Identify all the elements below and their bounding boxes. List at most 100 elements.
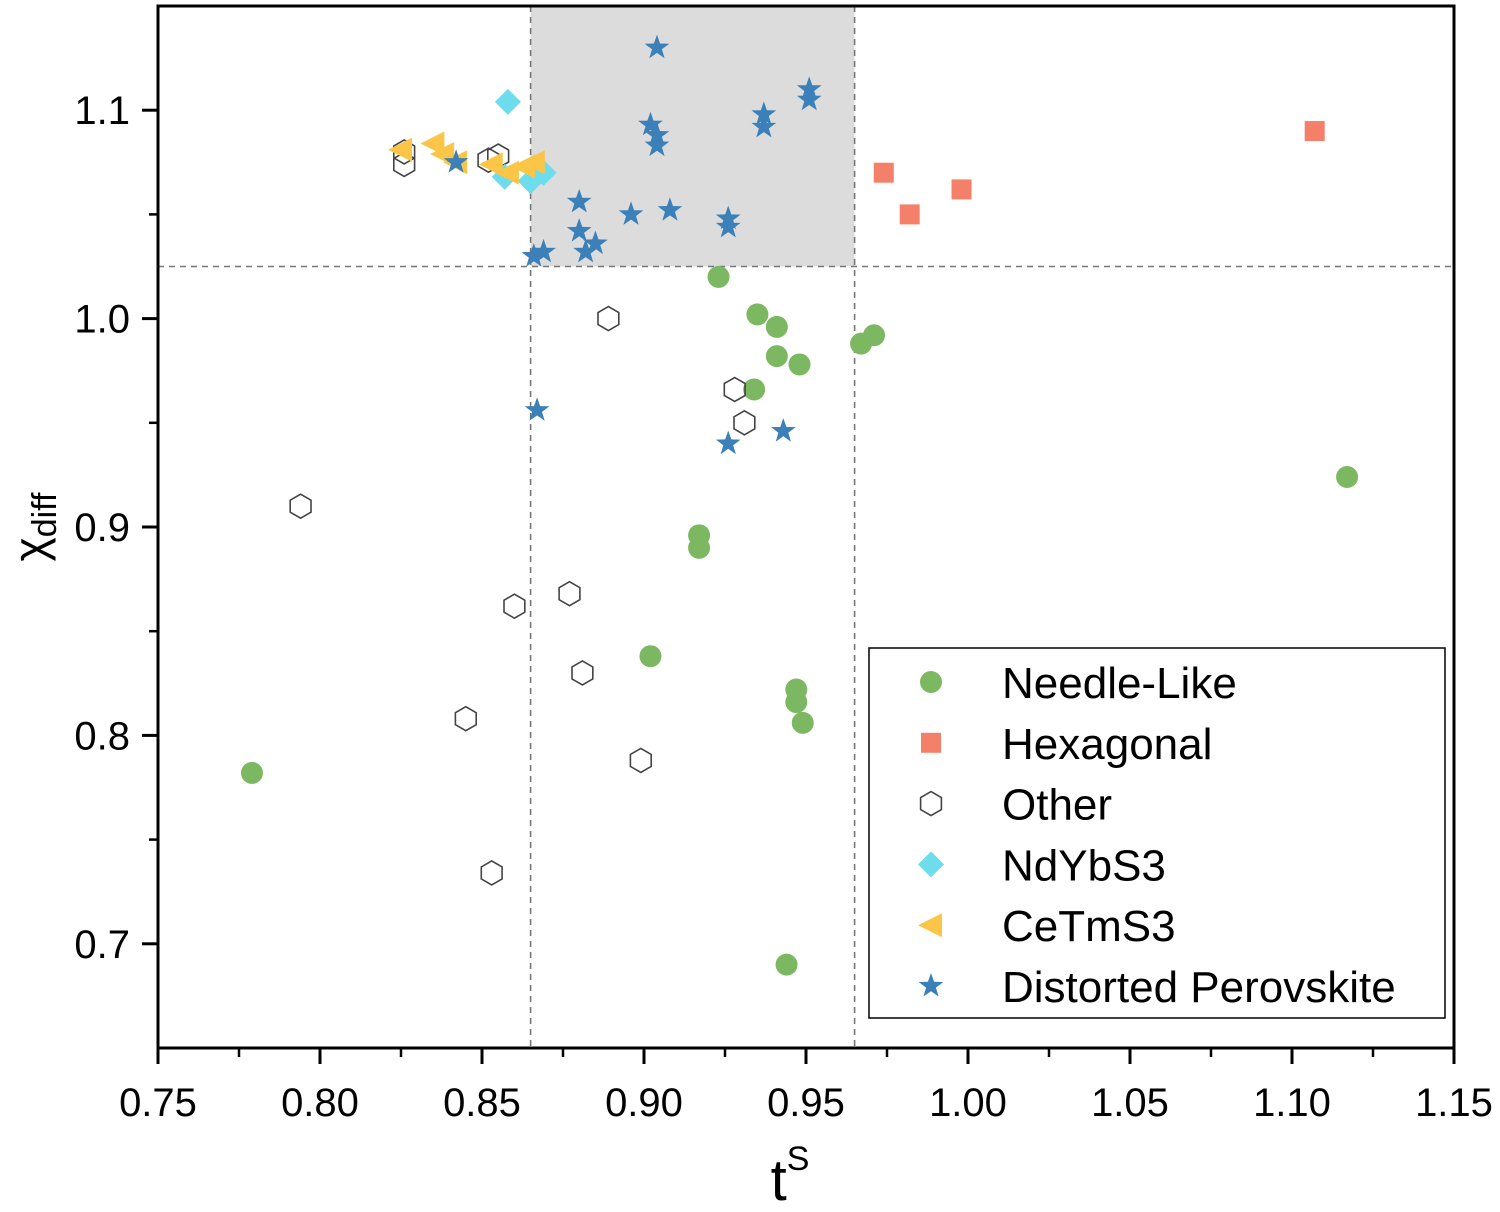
data-point-distorted-perovskite: [618, 201, 644, 225]
legend-marker-hexagonal: [921, 732, 941, 753]
legend-marker-other: [919, 790, 943, 817]
data-point-other: [454, 705, 478, 732]
data-point-other: [597, 305, 620, 332]
data-point-needle-like: [639, 645, 662, 668]
y-tick-label: 0.7: [74, 923, 130, 967]
y-axis-title-subscript: diff: [26, 492, 64, 537]
data-point-cetms3: [478, 152, 503, 177]
data-point-needle-like: [743, 378, 766, 401]
data-point-distorted-perovskite: [573, 238, 598, 263]
legend-marker-cetms3: [918, 913, 942, 938]
data-point-distorted-perovskite: [751, 113, 777, 138]
data-point-distorted-perovskite: [751, 101, 777, 125]
data-point-distorted-perovskite: [796, 86, 822, 111]
data-point-needle-like: [788, 353, 811, 376]
x-axis-title: tS: [771, 1140, 810, 1212]
data-point-needle-like: [707, 265, 730, 288]
data-point-distorted-perovskite: [524, 397, 550, 421]
y-tick-label: 0.8: [74, 714, 130, 758]
data-point-other: [571, 659, 594, 686]
legend-box: [868, 647, 1446, 1019]
y-axis-title-base: χ: [4, 537, 56, 561]
data-point-needle-like: [240, 761, 263, 784]
data-point-needle-like: [775, 953, 798, 976]
data-point-needle-like: [765, 315, 788, 338]
data-point-distorted-perovskite: [521, 243, 547, 267]
legend-marker-needle-like: [920, 671, 942, 693]
data-point-distorted-perovskite: [657, 197, 683, 221]
data-point-needle-like: [688, 536, 711, 559]
data-point-distorted-perovskite: [771, 418, 796, 442]
data-point-cetms3: [520, 150, 545, 175]
data-point-other: [477, 147, 500, 174]
axes-layer: 0.75 0.80 0.85 0.90 0.95 1.00 1.05 1.10 1.15 0.7 0…: [74, 89, 1493, 1125]
x-axis-title-base: t: [771, 1148, 787, 1212]
data-point-needle-like: [863, 324, 886, 347]
data-point-other: [392, 151, 416, 178]
legend: Needle-Like Hexagonal Other NdYbS3 CeTmS3 Dis…: [868, 647, 1446, 1019]
data-point-distorted-perovskite: [638, 111, 663, 136]
series-distorted-perovskite: [443, 34, 822, 455]
data-point-distorted-perovskite: [566, 188, 592, 213]
data-point-distorted-perovskite: [583, 230, 608, 255]
x-tick-label: 1.05: [1091, 1081, 1169, 1125]
x-tick-label: 0.90: [605, 1081, 683, 1125]
data-point-other: [723, 376, 746, 403]
data-point-other: [629, 747, 653, 774]
x-tick-label: 1.15: [1415, 1081, 1493, 1125]
x-tick-label: 1.00: [929, 1081, 1007, 1125]
legend-label-cetms3: CeTmS3: [1002, 902, 1176, 951]
reference-lines-layer: [158, 6, 1454, 1048]
data-point-distorted-perovskite: [566, 218, 592, 242]
x-axis-title-superscript: S: [787, 1140, 810, 1178]
data-point-other: [558, 580, 581, 607]
legend-label-ndybs3: NdYbS3: [1002, 841, 1166, 890]
x-tick-label: 0.95: [767, 1081, 845, 1125]
shaded-region-layer: [530, 6, 855, 267]
data-point-needle-like: [746, 303, 769, 326]
series-hexagonal: [873, 121, 1325, 225]
series-needle-like: [240, 265, 1359, 976]
data-point-needle-like: [791, 711, 814, 734]
data-point-other: [733, 409, 756, 436]
legend-marker-ndybs3: [918, 851, 944, 878]
y-tick-label: 1.1: [74, 89, 130, 133]
data-point-other: [503, 593, 526, 620]
data-point-hexagonal: [873, 162, 894, 183]
y-tick-label: 0.9: [74, 506, 130, 550]
data-point-distorted-perovskite: [531, 238, 556, 263]
data-point-distorted-perovskite: [715, 213, 741, 238]
data-point-distorted-perovskite: [644, 34, 670, 59]
y-tick-label: 1.0: [74, 298, 130, 342]
data-point-needle-like: [785, 691, 808, 714]
data-point-cetms3: [420, 131, 445, 156]
data-point-ndybs3: [494, 88, 521, 115]
data-point-other: [392, 138, 416, 165]
data-point-hexagonal: [951, 179, 972, 200]
data-point-distorted-perovskite: [715, 430, 741, 455]
data-point-cetms3: [388, 137, 412, 162]
data-point-other: [480, 859, 503, 886]
x-tick-label: 0.85: [443, 1081, 521, 1125]
x-tick-label: 0.80: [281, 1081, 359, 1125]
y-axis-title: χdiff: [4, 492, 64, 561]
x-tick-label: 0.75: [119, 1081, 197, 1125]
x-tick-label: 1.10: [1253, 1081, 1331, 1125]
legend-entries: Needle-Like Hexagonal Other NdYbS3 CeTmS3 Dis…: [918, 659, 1396, 1012]
legend-label-hexagonal: Hexagonal: [1002, 720, 1212, 769]
data-point-hexagonal: [1304, 121, 1325, 142]
data-point-distorted-perovskite: [644, 132, 670, 157]
legend-label-distorted-perovskite: Distorted Perovskite: [1002, 963, 1396, 1012]
legend-marker-distorted-perovskite: [918, 973, 944, 997]
data-point-distorted-perovskite: [443, 149, 469, 173]
legend-label-needle-like: Needle-Like: [1002, 659, 1237, 708]
data-points-layer: [240, 34, 1359, 976]
data-point-needle-like: [765, 345, 788, 368]
legend-label-other: Other: [1002, 781, 1112, 830]
data-point-other: [289, 493, 312, 520]
data-point-hexagonal: [899, 204, 920, 225]
data-point-needle-like: [1336, 465, 1359, 488]
shaded-region: [530, 6, 855, 267]
